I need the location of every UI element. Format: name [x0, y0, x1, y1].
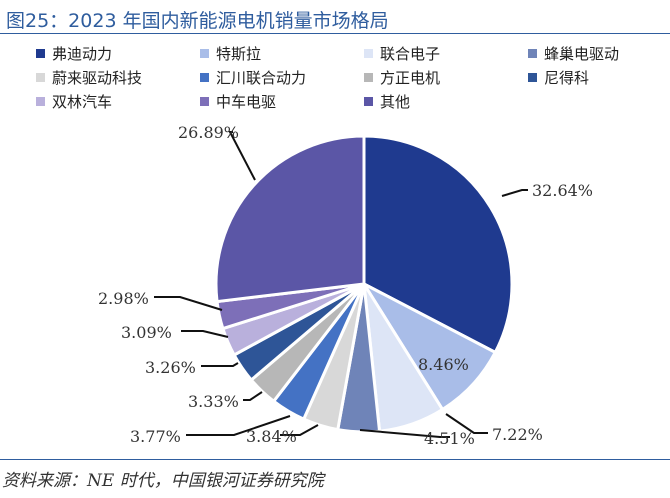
legend-label: 尼得科: [544, 69, 590, 87]
legend-swatch: [200, 49, 209, 58]
footer-divider: [0, 459, 670, 460]
data-label: 3.26%: [145, 358, 196, 377]
legend-swatch: [36, 97, 45, 106]
pie-slice: [214, 134, 366, 304]
legend-item: 联合电子: [364, 43, 528, 64]
legend: 弗迪动力 特斯拉 联合电子 蜂巢电驱动 蔚来驱动科技 汇川联合动力 方正电机 尼…: [36, 43, 666, 112]
legend-label: 中车电驱: [216, 93, 277, 111]
leader-line: [154, 296, 223, 311]
legend-item: 汇川联合动力: [200, 67, 364, 88]
data-label: 3.33%: [188, 392, 239, 411]
data-label: 7.22%: [492, 425, 543, 444]
pie-slice: [362, 134, 514, 355]
data-label: 2.98%: [98, 289, 149, 308]
legend-item: 蔚来驱动科技: [36, 67, 200, 88]
leader-line: [501, 189, 528, 197]
legend-label: 其他: [380, 93, 411, 111]
legend-item: 方正电机: [364, 67, 528, 88]
leader-line: [243, 391, 263, 401]
legend-swatch: [528, 73, 537, 82]
leader-line: [201, 362, 239, 367]
legend-label: 方正电机: [380, 69, 441, 87]
source-note: 资料来源：NE 时代，中国银河证券研究院: [2, 471, 324, 491]
legend-item: 蜂巢电驱动: [528, 43, 668, 64]
legend-label: 汇川联合动力: [216, 69, 307, 87]
leader-line: [280, 424, 319, 436]
legend-swatch: [528, 49, 537, 58]
legend-item: 双林汽车: [36, 91, 200, 112]
chart-title: 图25：2023 年国内新能源电机销量市场格局: [6, 10, 389, 32]
leader-line: [445, 413, 488, 434]
legend-item: 弗迪动力: [36, 43, 200, 64]
data-label: 3.77%: [130, 427, 181, 446]
legend-swatch: [364, 97, 373, 106]
legend-item: 中车电驱: [200, 91, 364, 112]
legend-label: 弗迪动力: [52, 45, 113, 63]
leader-line: [228, 131, 256, 181]
legend-swatch: [200, 97, 209, 106]
legend-label: 蜂巢电驱动: [544, 45, 620, 63]
data-label: 8.46%: [418, 355, 469, 374]
legend-label: 双林汽车: [52, 93, 113, 111]
legend-label: 蔚来驱动科技: [52, 69, 143, 87]
legend-item: 尼得科: [528, 67, 668, 88]
legend-label: 特斯拉: [216, 45, 262, 63]
leader-line: [359, 429, 450, 438]
legend-label: 联合电子: [380, 45, 441, 63]
legend-swatch: [36, 49, 45, 58]
legend-item: 特斯拉: [200, 43, 364, 64]
leader-line: [181, 330, 229, 338]
leader-line: [186, 415, 291, 436]
data-label: 26.89%: [178, 123, 239, 142]
legend-swatch: [364, 73, 373, 82]
legend-swatch: [200, 73, 209, 82]
data-label: 3.84%: [246, 427, 297, 446]
data-label: 3.09%: [121, 323, 172, 342]
data-label: 4.51%: [424, 429, 475, 448]
legend-swatch: [364, 49, 373, 58]
legend-swatch: [36, 73, 45, 82]
title-divider: [0, 33, 670, 34]
data-label: 32.64%: [532, 181, 593, 200]
legend-item: 其他: [364, 91, 528, 112]
